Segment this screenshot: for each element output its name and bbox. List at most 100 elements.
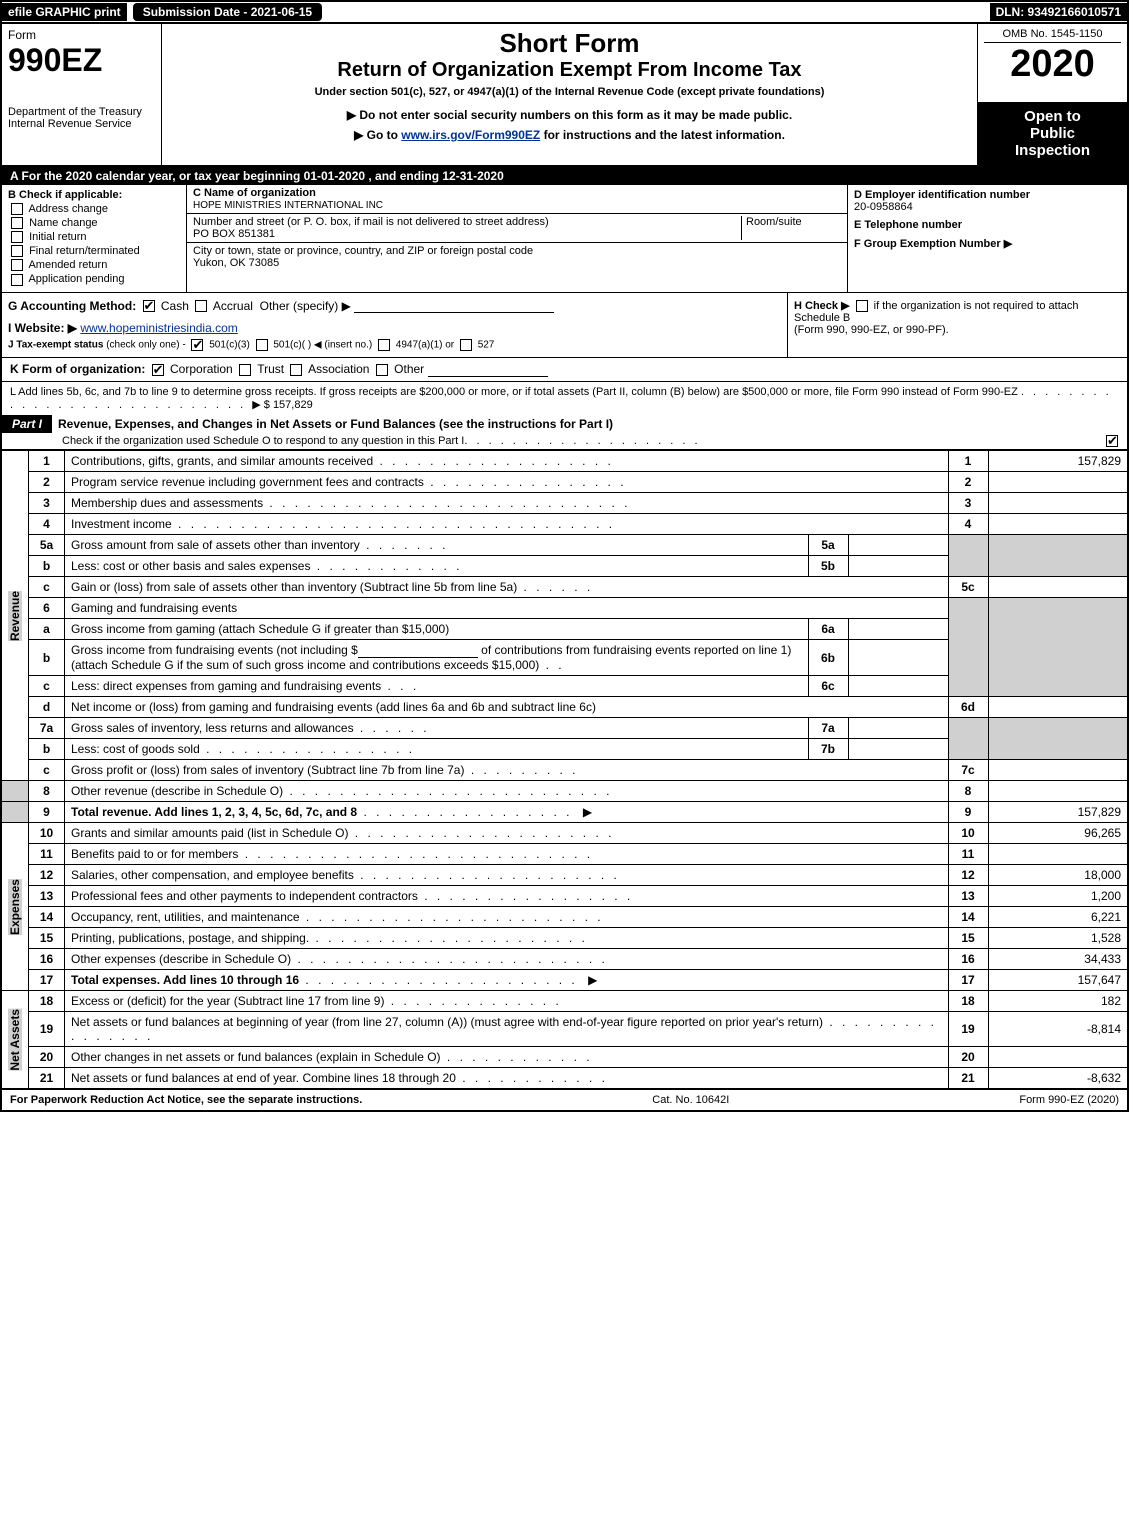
line-6a-sv — [848, 619, 948, 640]
line-8-ln: 8 — [948, 781, 988, 802]
line-5c-ln: 5c — [948, 577, 988, 598]
line-6c-sn: 6c — [808, 676, 848, 697]
line-18-num: 18 — [29, 991, 65, 1012]
line-10-num: 10 — [29, 823, 65, 844]
opt-name-change: Name change — [29, 217, 98, 229]
h-label: H Check ▶ — [794, 300, 850, 312]
chk-application-pending[interactable] — [11, 274, 23, 286]
arrow-icon: ▶ — [583, 805, 592, 819]
part-i-title: Revenue, Expenses, and Changes in Net As… — [52, 415, 1127, 433]
addr-label: Number and street (or P. O. box, if mail… — [193, 216, 549, 228]
line-7c-num: c — [29, 760, 65, 781]
chk-cash[interactable] — [143, 300, 155, 312]
short-form-title: Short Form — [166, 28, 973, 59]
line-12-desc: Salaries, other compensation, and employ… — [71, 868, 354, 882]
chk-initial-return[interactable] — [11, 231, 23, 243]
chk-address-change[interactable] — [11, 203, 23, 215]
goto-pre: ▶ Go to — [354, 128, 401, 142]
section-g-h-i-j: G Accounting Method: Cash Accrual Other … — [0, 293, 1129, 359]
line-3-ln: 3 — [948, 493, 988, 514]
chk-527[interactable] — [460, 339, 472, 351]
irs-link[interactable]: www.irs.gov/Form990EZ — [401, 128, 540, 142]
chk-501c3[interactable] — [191, 339, 203, 351]
chk-final-return[interactable] — [11, 245, 23, 257]
chk-amended-return[interactable] — [11, 259, 23, 271]
top-bar: efile GRAPHIC print Submission Date - 20… — [0, 0, 1129, 24]
line-11-num: 11 — [29, 844, 65, 865]
line-6b-num: b — [29, 640, 65, 676]
line-7b-sv — [848, 739, 948, 760]
chk-trust[interactable] — [239, 364, 251, 376]
part-i-schedule-o: Check if the organization used Schedule … — [0, 433, 1129, 450]
dept-line1: Department of the Treasury — [8, 106, 155, 118]
line-7b-sn: 7b — [808, 739, 848, 760]
line-12-num: 12 — [29, 865, 65, 886]
schedule-o-text: Check if the organization used Schedule … — [62, 435, 464, 447]
chk-schedule-o[interactable] — [1106, 435, 1118, 447]
line-15-ln: 15 — [948, 928, 988, 949]
line-9-num: 9 — [29, 802, 65, 823]
chk-4947a1[interactable] — [378, 339, 390, 351]
line-16-num: 16 — [29, 949, 65, 970]
chk-accrual[interactable] — [195, 300, 207, 312]
line-5c-num: c — [29, 577, 65, 598]
other-specify-blank — [354, 299, 554, 313]
section-k: K Form of organization: Corporation Trus… — [0, 358, 1129, 382]
opt-501c: 501(c)( ) ◀ (insert no.) — [273, 340, 372, 351]
g-label: G Accounting Method: — [8, 299, 136, 313]
chk-other-org[interactable] — [376, 364, 388, 376]
line-17-val: 157,647 — [988, 970, 1128, 991]
public: Public — [982, 125, 1123, 142]
line-5c-val — [988, 577, 1128, 598]
revenue-label: Revenue — [8, 591, 22, 641]
dln-label: DLN: 93492166010571 — [990, 3, 1127, 21]
form-990ez-page: efile GRAPHIC print Submission Date - 20… — [0, 0, 1129, 1112]
line-19-ln: 19 — [948, 1012, 988, 1047]
chk-name-change[interactable] — [11, 217, 23, 229]
chk-assoc[interactable] — [290, 364, 302, 376]
line-14-val: 6,221 — [988, 907, 1128, 928]
line-7a-num: 7a — [29, 718, 65, 739]
line-11-ln: 11 — [948, 844, 988, 865]
chk-corp[interactable] — [152, 364, 164, 376]
f-label: F Group Exemption Number ▶ — [854, 238, 1012, 250]
tax-year: 2020 — [984, 43, 1121, 86]
section-d-e-f: D Employer identification number 20-0958… — [847, 185, 1127, 292]
line-8-desc: Other revenue (describe in Schedule O) — [71, 784, 283, 798]
line-5a-desc: Gross amount from sale of assets other t… — [71, 538, 360, 552]
opt-application-pending: Application pending — [28, 273, 124, 285]
line-18-desc: Excess or (deficit) for the year (Subtra… — [71, 994, 384, 1008]
line-4-desc: Investment income — [71, 517, 172, 531]
chk-h[interactable] — [856, 300, 868, 312]
line-5a-sn: 5a — [808, 535, 848, 556]
opt-initial-return: Initial return — [29, 231, 86, 243]
line-20-desc: Other changes in net assets or fund bala… — [71, 1050, 441, 1064]
line-21-val: -8,632 — [988, 1068, 1128, 1089]
line-15-val: 1,528 — [988, 928, 1128, 949]
opt-amended-return: Amended return — [28, 259, 107, 271]
return-title: Return of Organization Exempt From Incom… — [166, 59, 973, 82]
line-7c-desc: Gross profit or (loss) from sales of inv… — [71, 763, 464, 777]
line-3-num: 3 — [29, 493, 65, 514]
open-to: Open to — [982, 108, 1123, 125]
line-16-desc: Other expenses (describe in Schedule O) — [71, 952, 291, 966]
b-title: B Check if applicable: — [8, 189, 122, 201]
line-6a-sn: 6a — [808, 619, 848, 640]
line-6c-num: c — [29, 676, 65, 697]
line-6b-sn: 6b — [808, 640, 848, 676]
opt-assoc: Association — [308, 362, 369, 376]
line-14-num: 14 — [29, 907, 65, 928]
line-18-val: 182 — [988, 991, 1128, 1012]
c-label: C Name of organization — [193, 187, 316, 199]
website-link[interactable]: www.hopeministriesindia.com — [80, 321, 237, 335]
line-18-ln: 18 — [948, 991, 988, 1012]
line-2-num: 2 — [29, 472, 65, 493]
line-7a-sn: 7a — [808, 718, 848, 739]
e-label: E Telephone number — [854, 219, 962, 231]
submission-date: Submission Date - 2021-06-15 — [133, 3, 322, 21]
line-2-val — [988, 472, 1128, 493]
line-7a-desc: Gross sales of inventory, less returns a… — [71, 721, 354, 735]
chk-501c[interactable] — [256, 339, 268, 351]
line-4-ln: 4 — [948, 514, 988, 535]
line-5b-desc: Less: cost or other basis and sales expe… — [71, 559, 310, 573]
